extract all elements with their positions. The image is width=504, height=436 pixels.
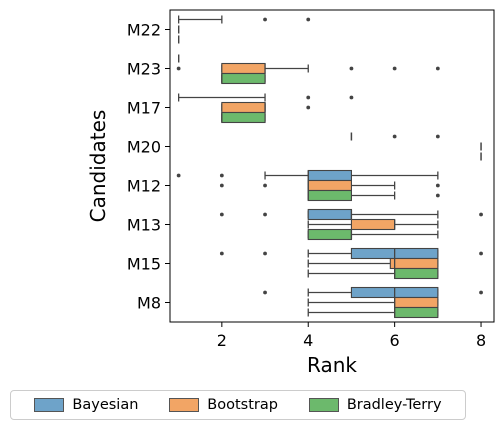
outlier-point [219,173,224,178]
y-tick-label-m22: M22 [127,21,161,40]
box-m12-bradley-terry [307,189,440,202]
outlier-point [176,173,181,178]
box-iqr [307,189,352,202]
outlier-point [219,251,224,256]
y-tick-label-m13: M13 [127,216,161,235]
outlier-point [219,212,224,217]
outlier-point [263,183,267,188]
outlier-point [219,183,224,188]
legend-swatch-bootstrap [169,398,200,412]
box-iqr [394,296,439,309]
box-m23-bradley-terry [221,72,266,85]
outlier-point [479,251,483,256]
legend: Bayesian Bootstrap Bradley-Terry [10,390,466,420]
outlier-point [435,66,440,71]
x-tick-label: 6 [390,331,400,350]
box-iqr [221,62,266,75]
outlier-point [435,183,440,188]
outlier-point [435,193,440,198]
outlier-point [479,212,483,217]
legend-item-bayesian: Bayesian [34,397,138,413]
legend-item-bradley-terry: Bradley-Terry [308,397,442,413]
box-iqr [307,228,352,241]
box-m17-bradley-terry [221,111,266,124]
box-m12-bayesian [176,169,439,182]
box-m20-bayesian [350,132,440,141]
box-m15-bradley-terry [307,267,439,280]
outlier-point [349,66,354,71]
outlier-point [263,17,267,22]
y-tick-label-m15: M15 [127,255,161,274]
outlier-point [479,290,483,295]
outlier-point [306,105,311,110]
outlier-point [306,95,311,100]
y-tick-label-m20: M20 [127,138,161,157]
box-m8-bayesian [263,286,483,299]
box-m22-bayesian [177,15,311,24]
outlier-point [263,212,267,217]
legend-item-bootstrap: Bootstrap [169,397,278,413]
box-iqr [221,72,266,85]
plot-frame [169,9,495,323]
box-m8-bradley-terry [307,306,439,319]
boxes-layer [176,15,483,319]
box-m15-bootstrap [307,257,439,270]
y-tick-label-m8: M8 [137,294,161,313]
outlier-point [176,66,181,71]
x-tick-label: 4 [303,331,313,350]
box-m13-bradley-terry [307,228,439,241]
box-m17-bayesian [177,93,354,102]
box-iqr [394,267,439,280]
y-tick-label-m17: M17 [127,99,161,118]
box-iqr [307,208,352,221]
outlier-point [435,134,440,139]
legend-label-bradley-terry: Bradley-Terry [346,397,442,413]
box-iqr [307,179,352,192]
box-iqr [307,169,352,182]
axes-layer: 2 4 6 8 M22 M23 M17 M20 M12 M13 M15 M8 [127,21,486,351]
box-iqr [394,306,439,319]
outlier-point [263,290,267,295]
legend-swatch-bradley-terry [308,398,339,412]
outlier-point [392,134,397,139]
y-tick-label-m12: M12 [127,177,161,196]
outlier-point [306,17,311,22]
legend-swatch-bayesian [34,398,65,412]
legend-label-bootstrap: Bootstrap [207,397,278,413]
box-iqr [221,101,266,114]
box-m13-bootstrap [307,218,439,231]
box-iqr [221,111,266,124]
outlier-point [349,95,354,100]
y-axis-label: Candidates [86,110,110,223]
x-tick-label: 8 [476,331,486,350]
legend-label-bayesian: Bayesian [72,397,139,413]
plot-background [170,10,494,322]
box-m13-bayesian [219,208,483,221]
outlier-point [263,251,267,256]
box-m23-bootstrap [176,62,440,75]
x-tick-label: 2 [217,331,227,350]
y-tick-label-m23: M23 [127,60,161,79]
outlier-point [392,66,397,71]
box-m8-bootstrap [307,296,439,309]
box-iqr [350,218,396,231]
box-iqr [389,257,439,270]
x-axis-label: Rank [307,353,357,377]
